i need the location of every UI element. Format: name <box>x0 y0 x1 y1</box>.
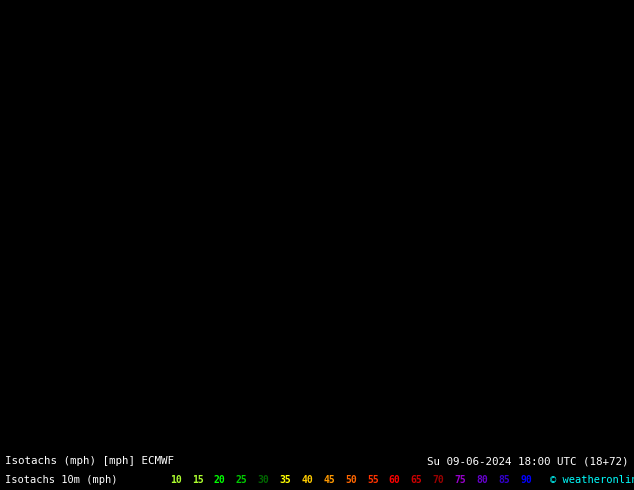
Text: 25: 25 <box>236 475 247 485</box>
Text: 65: 65 <box>411 475 422 485</box>
Text: 35: 35 <box>280 475 291 485</box>
Text: Su 09-06-2024 18:00 UTC (18+72): Su 09-06-2024 18:00 UTC (18+72) <box>427 456 629 466</box>
Text: Isotachs 10m (mph): Isotachs 10m (mph) <box>5 475 117 485</box>
Text: 80: 80 <box>476 475 488 485</box>
Text: 10: 10 <box>170 475 182 485</box>
Text: 50: 50 <box>345 475 357 485</box>
Text: 70: 70 <box>432 475 444 485</box>
Text: 85: 85 <box>498 475 510 485</box>
Text: 75: 75 <box>455 475 466 485</box>
Text: 15: 15 <box>192 475 204 485</box>
Text: 40: 40 <box>301 475 313 485</box>
Text: © weatheronline.co.uk: © weatheronline.co.uk <box>550 475 634 485</box>
Text: 20: 20 <box>214 475 226 485</box>
Text: 60: 60 <box>389 475 401 485</box>
Text: 55: 55 <box>367 475 378 485</box>
Text: 90: 90 <box>520 475 532 485</box>
Text: 30: 30 <box>257 475 269 485</box>
Text: Isotachs (mph) [mph] ECMWF: Isotachs (mph) [mph] ECMWF <box>5 456 174 466</box>
Text: 45: 45 <box>323 475 335 485</box>
